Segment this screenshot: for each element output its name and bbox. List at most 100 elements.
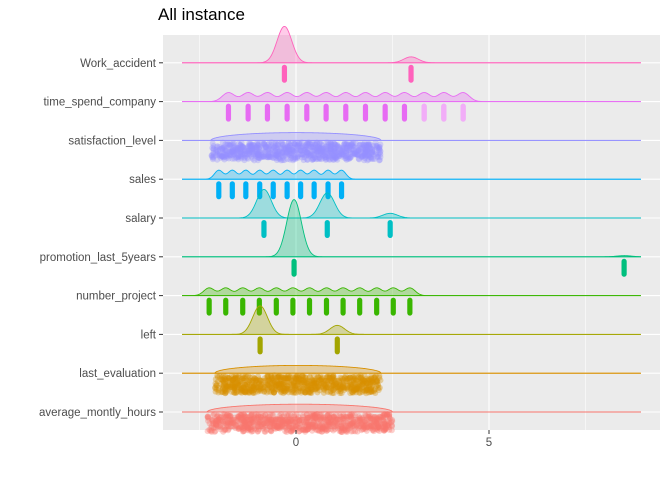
jitter-point (343, 103, 349, 122)
jitter-point (374, 378, 381, 385)
ridge-salary (182, 188, 641, 238)
jitter-point (261, 388, 268, 395)
jitter-point (215, 384, 222, 391)
jitter-point (372, 390, 379, 397)
jitter-point (363, 427, 370, 434)
jitter-point (346, 411, 353, 418)
jitter-point (390, 297, 396, 316)
jitter-point (209, 412, 216, 419)
jitter-point (339, 428, 346, 435)
jitter-point (320, 389, 327, 396)
jitter-point (389, 418, 396, 425)
jitter-point (299, 372, 306, 379)
jitter-point (209, 156, 216, 163)
jitter-point (316, 140, 323, 147)
jitter-point (272, 140, 279, 147)
jitter-point (359, 388, 366, 395)
jitter-point (382, 411, 389, 418)
jitter-point (247, 140, 254, 147)
jitter-point (327, 140, 334, 147)
jitter-point (325, 181, 331, 200)
jitter-point (282, 428, 289, 435)
jitter-point (285, 140, 292, 147)
jitter-point (306, 388, 313, 395)
jitter-point (285, 372, 292, 379)
jitter-point (210, 145, 217, 152)
jitter-point (210, 146, 217, 153)
jitter-point (214, 373, 221, 380)
jitter-point (210, 153, 217, 160)
jitter-point (230, 140, 237, 147)
jitter-point (313, 411, 320, 418)
jitter-point (287, 373, 294, 380)
jitter-point (209, 145, 216, 151)
jitter-point (212, 384, 219, 391)
jitter-point (316, 411, 323, 418)
jitter-point (204, 414, 211, 421)
jitter-point (278, 139, 285, 146)
jitter-point (293, 411, 300, 418)
jitter-point (376, 157, 383, 164)
jitter-point (341, 140, 348, 147)
jitter-point (208, 424, 215, 431)
jitter-point (421, 103, 427, 122)
jitter-point (347, 390, 354, 397)
jitter-point (284, 156, 291, 163)
jitter-point (377, 151, 384, 158)
jitter-point (207, 427, 214, 434)
jitter-point (331, 140, 338, 147)
jitter-point (316, 155, 323, 162)
jitter-point (314, 156, 321, 163)
jitter-point (245, 372, 252, 379)
jitter-point (204, 413, 211, 420)
jitter-point (300, 157, 307, 164)
jitter-point (314, 373, 321, 380)
jitter-point (204, 413, 211, 420)
jitter-point (381, 411, 388, 418)
jitter-point (232, 390, 239, 397)
jitter-point (373, 142, 380, 149)
jitter-point (277, 389, 284, 396)
jitter-point (386, 420, 393, 427)
jitter-point (215, 387, 222, 394)
jitter-point (460, 103, 466, 122)
jitter-point (285, 139, 292, 146)
jitter-point (372, 139, 379, 146)
jitter-point (270, 389, 277, 396)
jitter-point (266, 139, 273, 146)
jitter-point (224, 412, 231, 419)
y-tick-label: salary (125, 213, 156, 225)
ridge-last_evaluation (182, 364, 641, 397)
jitter-point (271, 372, 278, 379)
jitter-point (381, 427, 388, 434)
jitter-point (324, 412, 331, 419)
jitter-point (254, 157, 261, 164)
jitter-point (253, 411, 260, 418)
jitter-point (387, 415, 394, 422)
jitter-point (294, 373, 301, 380)
jitter-point (242, 373, 249, 380)
jitter-point (326, 411, 333, 418)
jitter-point (287, 156, 294, 163)
jitter-point (319, 428, 326, 435)
jitter-point (220, 411, 227, 418)
jitter-point (376, 145, 383, 152)
jitter-point (352, 412, 358, 419)
jitter-point (329, 156, 336, 163)
jitter-point (350, 428, 357, 435)
jitter-point (274, 157, 281, 164)
y-tick-label: promotion_last_5years (40, 252, 157, 264)
jitter-point (386, 413, 393, 420)
jitter-point (336, 412, 343, 419)
jitter-point (264, 372, 271, 379)
jitter-point (295, 428, 302, 435)
jitter-point (292, 373, 299, 380)
jitter-point (233, 389, 240, 396)
jitter-point (371, 156, 378, 162)
y-tick-label: last_evaluation (79, 368, 156, 380)
x-tick-label: 5 (486, 437, 492, 449)
jitter-point (257, 181, 263, 200)
jitter-point (385, 417, 392, 424)
jitter-point (369, 156, 376, 163)
jitter-point (372, 373, 378, 380)
